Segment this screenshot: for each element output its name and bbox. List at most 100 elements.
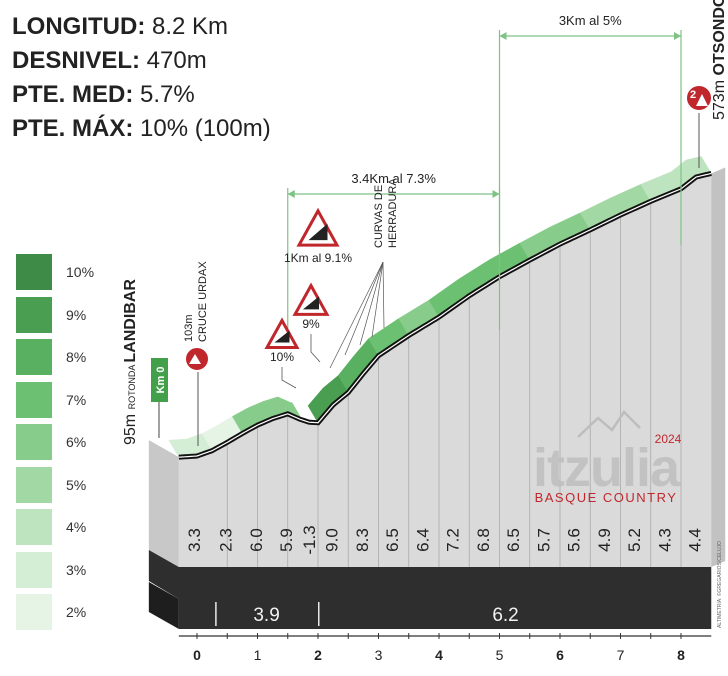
stat-label: DESNIVEL:	[12, 47, 141, 74]
profile-base-side	[148, 582, 179, 629]
gradient-value-label: 6.4	[413, 528, 432, 552]
summary-divider	[215, 602, 217, 626]
horquillas-label-1: CURVAS DE	[373, 185, 385, 248]
sprint-mountain-icon	[189, 354, 201, 364]
start-small: ROTONDA	[127, 363, 137, 410]
horquilla-leader	[371, 261, 384, 338]
horquillas-label-2: HERRADURA	[387, 178, 399, 248]
legend-item: 10%	[16, 254, 108, 290]
segment-bracket-1-arrow-right	[492, 190, 500, 198]
warning-label: 9%	[302, 317, 320, 331]
stat-row: PTE. MÁX: 10% (100m)	[12, 112, 271, 146]
warning-leader	[281, 367, 297, 389]
x-tick-label: 6	[556, 647, 564, 663]
slope-glyph-icon	[308, 223, 328, 241]
gradient-value-label: 2.3	[217, 528, 236, 552]
stat-value: 470m	[140, 47, 207, 74]
legend-swatch	[16, 254, 52, 290]
brand-logo: itzulia	[533, 438, 681, 498]
gradient-value-label: 3.3	[185, 528, 204, 552]
finish-name: OTSONDO	[711, 0, 728, 76]
gradient-value-label: 6.5	[504, 528, 523, 552]
segment-bracket-2-arrow-left	[499, 32, 507, 40]
profile-base-top	[148, 550, 712, 599]
start-name: LANDIBAR	[122, 279, 139, 363]
slope-glyph-icon	[274, 330, 290, 343]
brand-subtitle: BASQUE COUNTRY	[535, 490, 678, 505]
gradient-warning-icon	[264, 317, 300, 349]
segment-bracket-1-label: 3.4Km al 7.3%	[351, 171, 436, 186]
gradient-value-label: 6.5	[383, 528, 402, 552]
warning-leader	[310, 334, 321, 363]
legend-swatch	[16, 296, 52, 333]
legend-label: 5%	[66, 476, 87, 493]
gradient-value-label: -1.3	[300, 525, 319, 554]
x-tick-label: 4	[435, 647, 443, 663]
gradient-value-label: 6.8	[474, 528, 493, 552]
summary-value: 6.2	[492, 605, 518, 626]
gradient-value-label: 4.4	[686, 528, 705, 552]
legend-label: 8%	[66, 349, 87, 365]
slope-glyph-icon	[303, 296, 319, 310]
legend-label: 7%	[66, 391, 87, 408]
finish-label: 573m OTSONDO	[711, 0, 728, 120]
gradient-value-label: 5.7	[534, 528, 553, 552]
profile-front-face	[178, 173, 712, 567]
legend-label: 6%	[66, 434, 87, 450]
km0-flag	[151, 358, 168, 402]
legend-swatch	[16, 339, 52, 375]
legend-item: 5%	[16, 466, 108, 503]
segment-bracket-2-arrow-right	[674, 32, 681, 40]
horquilla-leader	[344, 261, 384, 356]
sprint-altitude: 103m	[183, 314, 195, 342]
x-tick-label: 1	[254, 647, 262, 663]
gradient-value-label: 5.6	[565, 528, 584, 552]
gradient-value-label: 6.0	[247, 528, 266, 552]
finish-category: 2	[690, 89, 696, 101]
profile-right-side	[711, 167, 726, 567]
legend-swatch	[16, 509, 52, 545]
legend-item: 4%	[16, 509, 108, 545]
stats-panel: LONGITUD: 8.2 Km DESNIVEL: 470m PTE. MED: …	[12, 10, 271, 146]
legend-item: 3%	[16, 551, 108, 588]
x-tick-label: 7	[617, 647, 625, 663]
gradient-value-label: 9.0	[323, 528, 342, 552]
summary-value: 3.9	[253, 605, 279, 626]
brand-mountain-icon	[577, 410, 641, 438]
stat-value: 5.7%	[133, 81, 195, 108]
legend-label: 9%	[66, 306, 87, 323]
horquilla-leader	[359, 261, 384, 346]
stat-value: 8.2 Km	[145, 13, 229, 40]
x-tick-label: 0	[193, 647, 201, 663]
legend-item: 6%	[16, 424, 108, 460]
legend-item: 2%	[16, 594, 108, 630]
start-altitude: 95m	[122, 409, 139, 445]
x-tick-label: 5	[496, 647, 504, 663]
km0-label: Km 0	[155, 367, 167, 394]
legend-item: 9%	[16, 296, 108, 333]
gradient-legend: 10% 9% 8% 7% 6% 5% 4% 3% 2%	[16, 254, 108, 637]
credit-label: ALTIMETRIA: ©GREGARIOS/CELUJO	[716, 541, 723, 628]
gradient-value-label: 4.9	[595, 528, 614, 552]
legend-swatch	[16, 424, 52, 460]
summary-divider	[318, 602, 320, 626]
segment-bracket-2-label: 3Km al 5%	[559, 13, 622, 28]
stat-value: 10% (100m)	[133, 115, 271, 142]
segment-bracket-1-arrow-left	[287, 190, 295, 198]
gradient-value-label: 7.2	[444, 528, 463, 552]
horquilla-leader	[382, 261, 385, 329]
profile-base	[178, 599, 712, 629]
stat-label: LONGITUD:	[12, 13, 146, 40]
profile-left-side	[148, 440, 179, 567]
legend-label: 2%	[66, 604, 87, 620]
gradient-value-label: 8.3	[353, 528, 372, 552]
stat-label: PTE. MÁX:	[12, 115, 134, 142]
stat-row: DESNIVEL: 470m	[12, 44, 271, 78]
start-label: 95m ROTONDA LANDIBAR	[122, 279, 139, 445]
gradient-value-label: 5.9	[277, 528, 296, 552]
x-tick-label: 8	[677, 647, 685, 663]
legend-swatch	[16, 551, 52, 588]
x-tick-label: 2	[314, 647, 322, 663]
legend-swatch	[16, 466, 52, 503]
